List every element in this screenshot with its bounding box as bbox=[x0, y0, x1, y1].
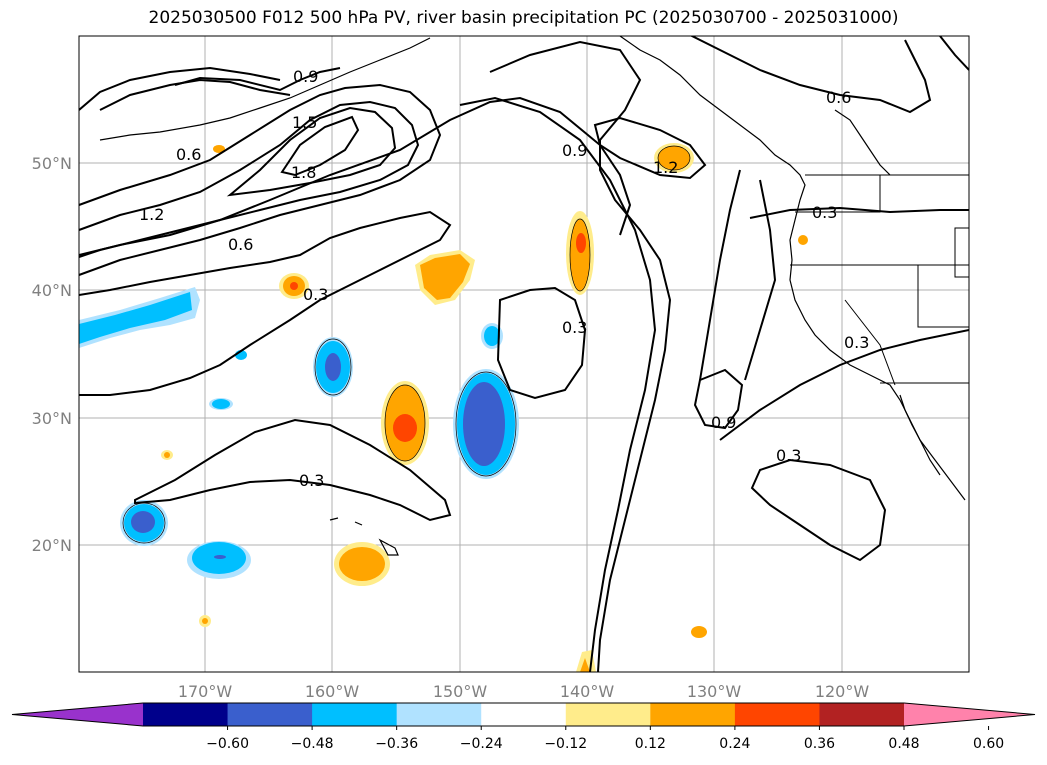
coastline-aleutians bbox=[99, 37, 431, 141]
contour-0.9-east bbox=[699, 169, 741, 381]
contour-0.6-corner bbox=[939, 36, 969, 71]
colorbar-segment bbox=[227, 703, 313, 726]
contour-0.6-arc bbox=[174, 67, 341, 92]
contour-label: 0.3 bbox=[844, 333, 869, 352]
contour-label: 0.6 bbox=[826, 88, 851, 107]
shade-neg-band bbox=[79, 292, 192, 344]
precip-shading bbox=[79, 143, 808, 672]
contour-east-ridge bbox=[744, 179, 777, 381]
contour-label: 1.5 bbox=[292, 113, 317, 132]
colorbar-extend-max bbox=[904, 703, 1035, 726]
contour-label: 1.2 bbox=[653, 158, 678, 177]
contour-label: 0.3 bbox=[299, 471, 324, 490]
contour-label: 0.6 bbox=[176, 145, 201, 164]
lon-label: 130°W bbox=[687, 682, 742, 701]
contour-label: 0.3 bbox=[562, 318, 587, 337]
lat-label: 20°N bbox=[32, 536, 72, 555]
colorbar-segment bbox=[650, 703, 736, 726]
colorbar-tick-label: −0.48 bbox=[291, 736, 334, 752]
colorbar-outline bbox=[11, 702, 1036, 727]
lon-labels: 170°W 160°W 150°W 140°W 130°W 120°W bbox=[178, 682, 870, 701]
contour-label: 0.3 bbox=[812, 203, 837, 222]
map-frame bbox=[78, 35, 970, 673]
contour-1.8 bbox=[280, 115, 360, 177]
colorbar-tick-label: −0.60 bbox=[206, 736, 249, 752]
colorbar-segment bbox=[312, 703, 398, 726]
borders bbox=[790, 174, 969, 386]
contour-label: 0.6 bbox=[228, 235, 253, 254]
contour-0.6-mid bbox=[79, 96, 632, 256]
pv-contours bbox=[79, 36, 969, 672]
contour-0.3-closed bbox=[496, 286, 587, 400]
lon-label: 140°W bbox=[560, 682, 615, 701]
coastline-baja bbox=[899, 394, 941, 476]
contour-0.9-closed bbox=[693, 368, 744, 430]
colorbar-tick-label: −0.36 bbox=[375, 736, 418, 752]
contour-label: 1.8 bbox=[291, 163, 316, 182]
contour-0.3-south bbox=[134, 418, 452, 522]
colorbar-tick-label: 0.24 bbox=[719, 736, 750, 752]
colorbar: −0.60 −0.48 −0.36 −0.24 −0.12 0.12 0.24 0.36 0.4… bbox=[11, 702, 1036, 752]
contour-0.9-north2 bbox=[99, 78, 291, 111]
lon-label: 120°W bbox=[815, 682, 870, 701]
contour-0.3-northeast bbox=[689, 36, 932, 114]
colorbar-tick-label: 0.36 bbox=[804, 736, 835, 752]
colorbar-tick-label: 0.12 bbox=[635, 736, 666, 752]
shading-outlines bbox=[122, 145, 691, 544]
lon-label: 160°W bbox=[305, 682, 360, 701]
contour-0.3-west bbox=[79, 210, 452, 396]
contour-label: 1.2 bbox=[139, 205, 164, 224]
colorbar-segment bbox=[143, 703, 229, 726]
contour-labels: 0.9 1.5 0.6 1.8 1.2 0.6 0.3 0.9 1.2 0.3 … bbox=[139, 67, 869, 490]
coastline-hawaii bbox=[329, 517, 399, 556]
contour-label: 0.3 bbox=[776, 446, 801, 465]
colorbar-tick-label: 0.48 bbox=[888, 736, 919, 752]
contour-label: 0.9 bbox=[293, 67, 318, 86]
contour-label: 0.9 bbox=[711, 413, 736, 432]
contour-0.9-north bbox=[79, 66, 281, 111]
lat-labels: 50°N 40°N 30°N 20°N bbox=[32, 154, 72, 555]
chart-title: 2025030500 F012 500 hPa PV, river basin … bbox=[148, 8, 899, 28]
contour-0.3-east bbox=[719, 329, 969, 441]
contour-0.6-trough bbox=[459, 96, 657, 672]
lat-label: 30°N bbox=[32, 409, 72, 428]
contour-0.9-trough bbox=[489, 40, 672, 672]
colorbar-segment bbox=[734, 703, 820, 726]
colorbar-segment bbox=[565, 703, 651, 726]
contour-0.6-north bbox=[79, 83, 442, 276]
coastline-interior bbox=[834, 109, 891, 176]
lon-label: 150°W bbox=[433, 682, 488, 701]
colorbar-segment bbox=[396, 703, 482, 726]
contour-0.3-southeast bbox=[750, 458, 887, 562]
lat-label: 50°N bbox=[32, 154, 72, 173]
colorbar-tick-label: −0.24 bbox=[460, 736, 503, 752]
contour-0.3-ne2 bbox=[749, 206, 969, 219]
contour-label: 0.9 bbox=[562, 141, 587, 160]
contour-label: 0.3 bbox=[303, 285, 328, 304]
colorbar-tick-label: 0.60 bbox=[973, 736, 1004, 752]
contour-1.2-gulf bbox=[593, 116, 707, 180]
coastline-na bbox=[619, 36, 966, 501]
coastlines bbox=[99, 36, 966, 556]
lat-label: 40°N bbox=[32, 281, 72, 300]
colorbar-segment bbox=[481, 703, 567, 726]
colorbar-segment bbox=[819, 703, 905, 726]
colorbar-extend-min bbox=[12, 703, 143, 726]
colorbar-tick-label: −0.12 bbox=[544, 736, 587, 752]
lon-label: 170°W bbox=[178, 682, 233, 701]
